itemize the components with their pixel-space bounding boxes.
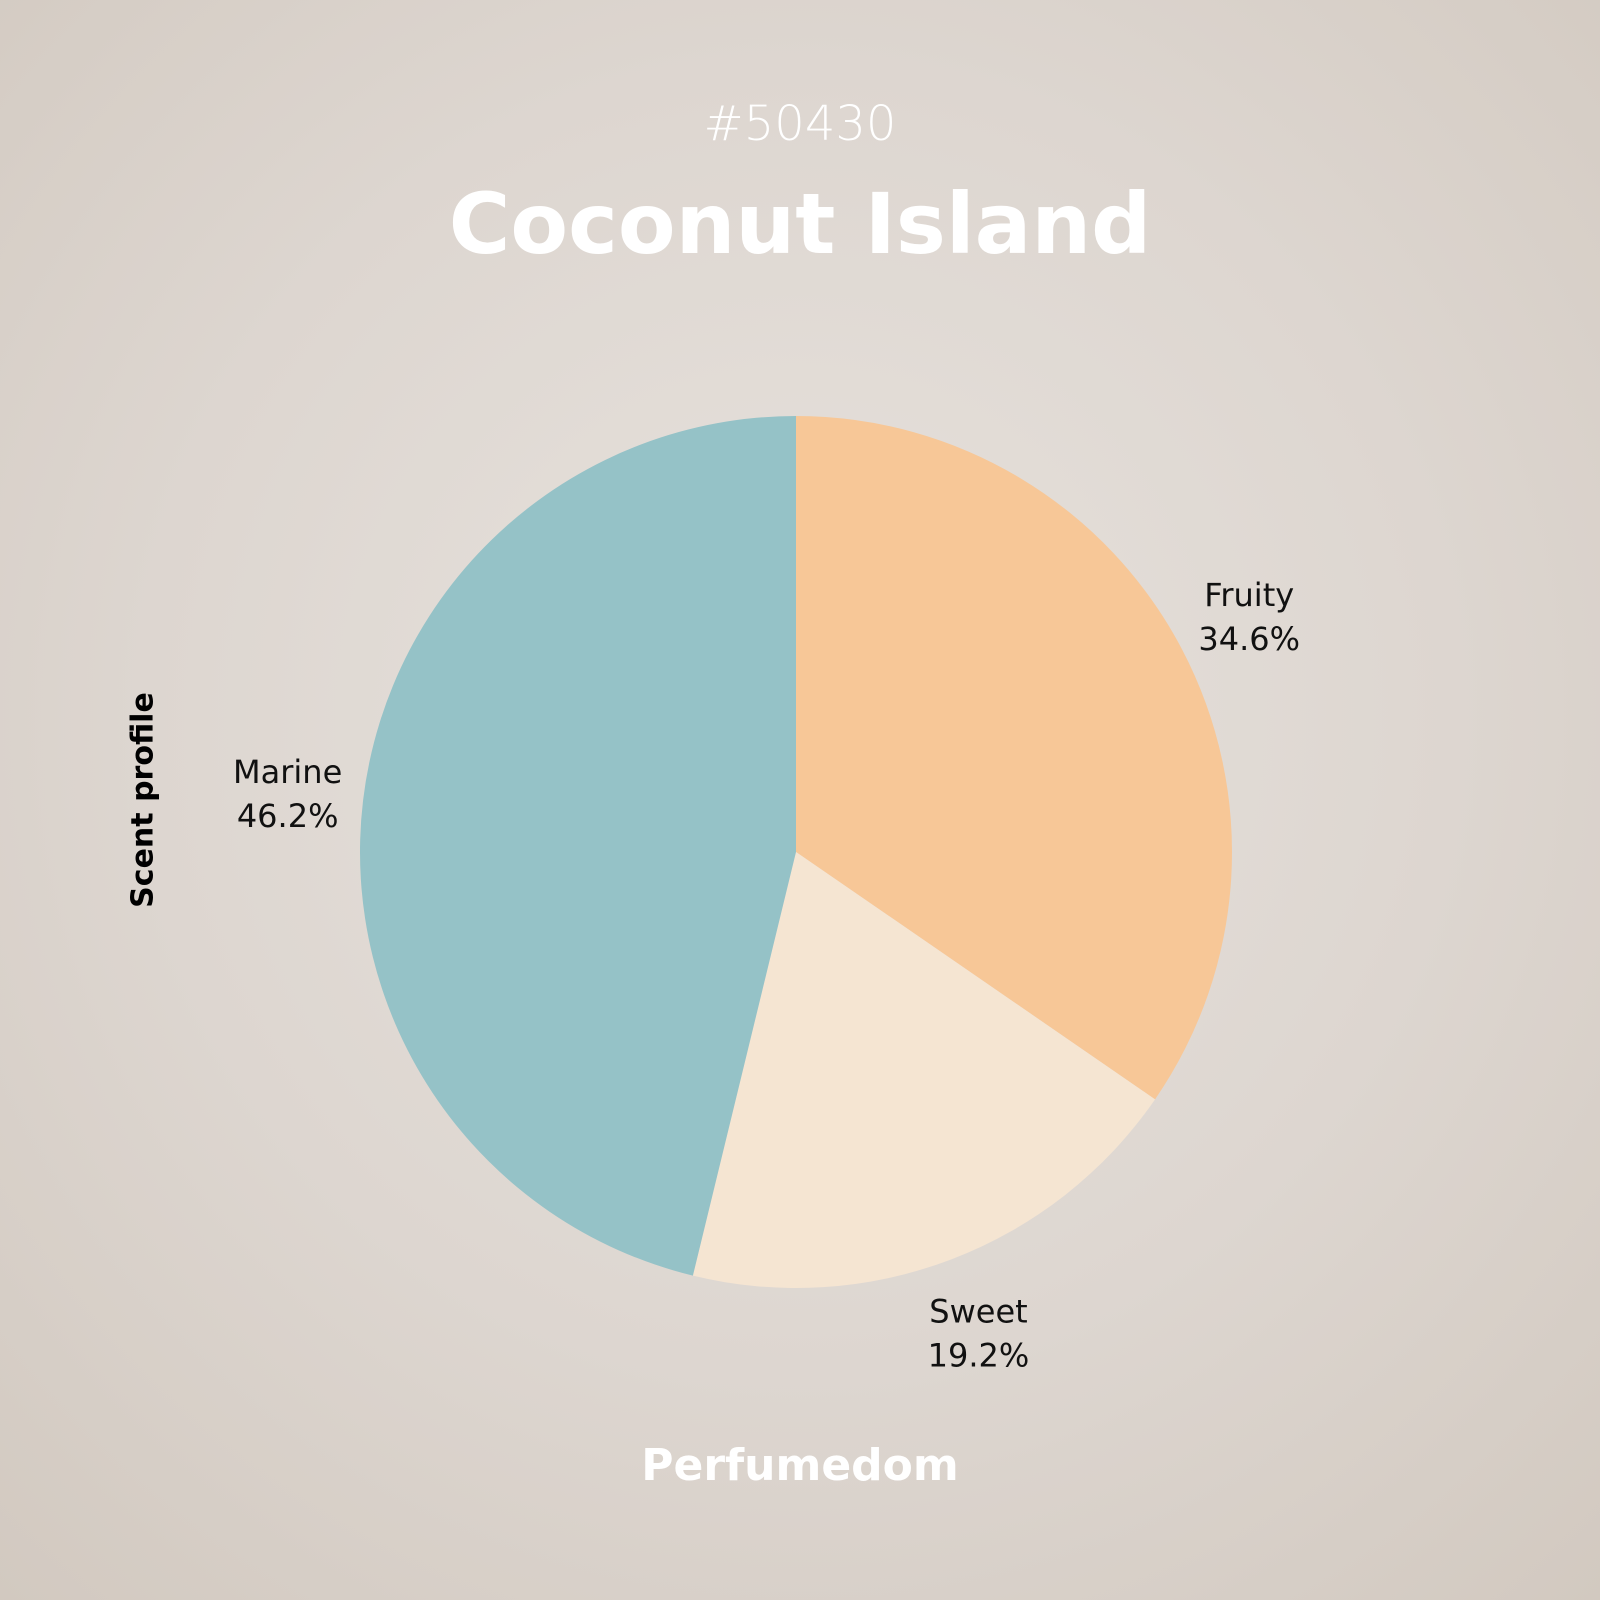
pie-slice-marine <box>360 416 796 1276</box>
slice-label-sweet: Sweet <box>929 1292 1027 1330</box>
slice-value-sweet: 19.2% <box>928 1336 1030 1374</box>
brand-footer: Perfumedom <box>641 1440 959 1491</box>
pie-slice-sweet <box>692 852 1156 1288</box>
fragrance-id: #50430 <box>703 96 897 152</box>
slice-label-fruity: Fruity <box>1204 576 1294 614</box>
chart-title: Coconut Island <box>448 175 1152 273</box>
slice-label-marine: Marine <box>233 753 342 791</box>
slice-value-marine: 46.2% <box>237 797 339 835</box>
pie-slice-fruity <box>796 416 1232 1100</box>
slice-value-fruity: 34.6% <box>1198 620 1300 658</box>
